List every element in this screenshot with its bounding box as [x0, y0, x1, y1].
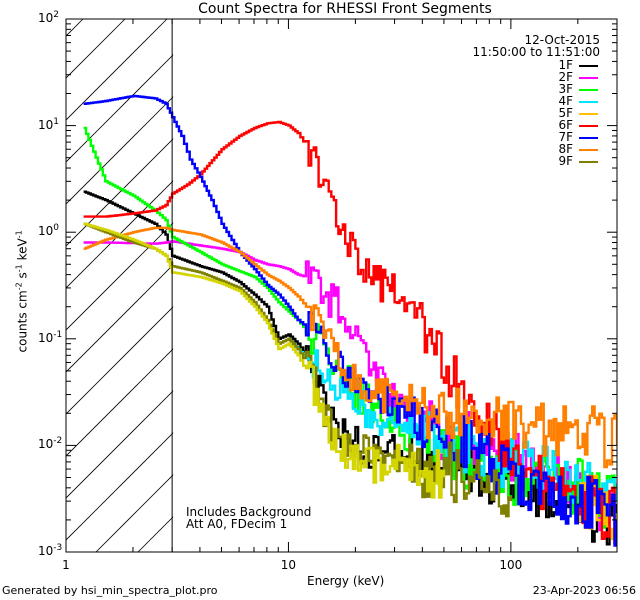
- legend-label: 7F: [558, 130, 573, 144]
- legend-label: 1F: [558, 58, 573, 72]
- legend-label: 4F: [558, 94, 573, 108]
- footer-timestamp: 23-Apr-2023 06:56: [532, 584, 636, 597]
- y-tick-label: 102: [38, 10, 60, 25]
- footer-generator: Generated by hsi_min_spectra_plot.pro: [2, 584, 218, 597]
- x-axis-label: Energy (keV): [307, 574, 385, 588]
- legend: [579, 65, 598, 163]
- x-tick-label: 10: [280, 558, 297, 572]
- axes: [65, 18, 618, 553]
- legend-label: 2F: [558, 70, 573, 84]
- date-label: 12-Oct-2015: [524, 33, 600, 47]
- y-tick-label: 10-1: [38, 329, 63, 345]
- hatch-line: [66, 19, 84, 37]
- series-9F-overlay: [83, 222, 446, 499]
- legend-label: 9F: [558, 154, 573, 168]
- hatch-line: [66, 19, 168, 121]
- legend-label: 3F: [558, 82, 573, 96]
- series-6F: [83, 120, 617, 545]
- time-range-label: 11:50:00 to 11:51:00: [472, 45, 600, 59]
- series-8F: [83, 226, 617, 469]
- x-tick-label: 1: [62, 558, 70, 572]
- y-tick-label: 10-3: [38, 543, 63, 558]
- y-tick-label: 101: [38, 116, 60, 132]
- annotation-attenuator: Att A0, FDecim 1: [186, 517, 288, 531]
- y-tick-label: 100: [38, 223, 60, 239]
- annotation-background: Includes Background: [186, 505, 312, 519]
- legend-label: 6F: [558, 118, 573, 132]
- plot-frame: [65, 18, 618, 553]
- legend-label: 5F: [558, 106, 573, 120]
- x-tick-label: 100: [499, 558, 523, 572]
- y-axis-label: counts cm-2 s-1 keV-1: [14, 230, 30, 353]
- hatch-line: [66, 19, 252, 205]
- chart-title: Count Spectra for RHESSI Front Segments: [198, 1, 492, 17]
- y-tick-label: 10-2: [38, 436, 63, 452]
- hatch-line: [66, 19, 210, 163]
- legend-label: 8F: [558, 142, 573, 156]
